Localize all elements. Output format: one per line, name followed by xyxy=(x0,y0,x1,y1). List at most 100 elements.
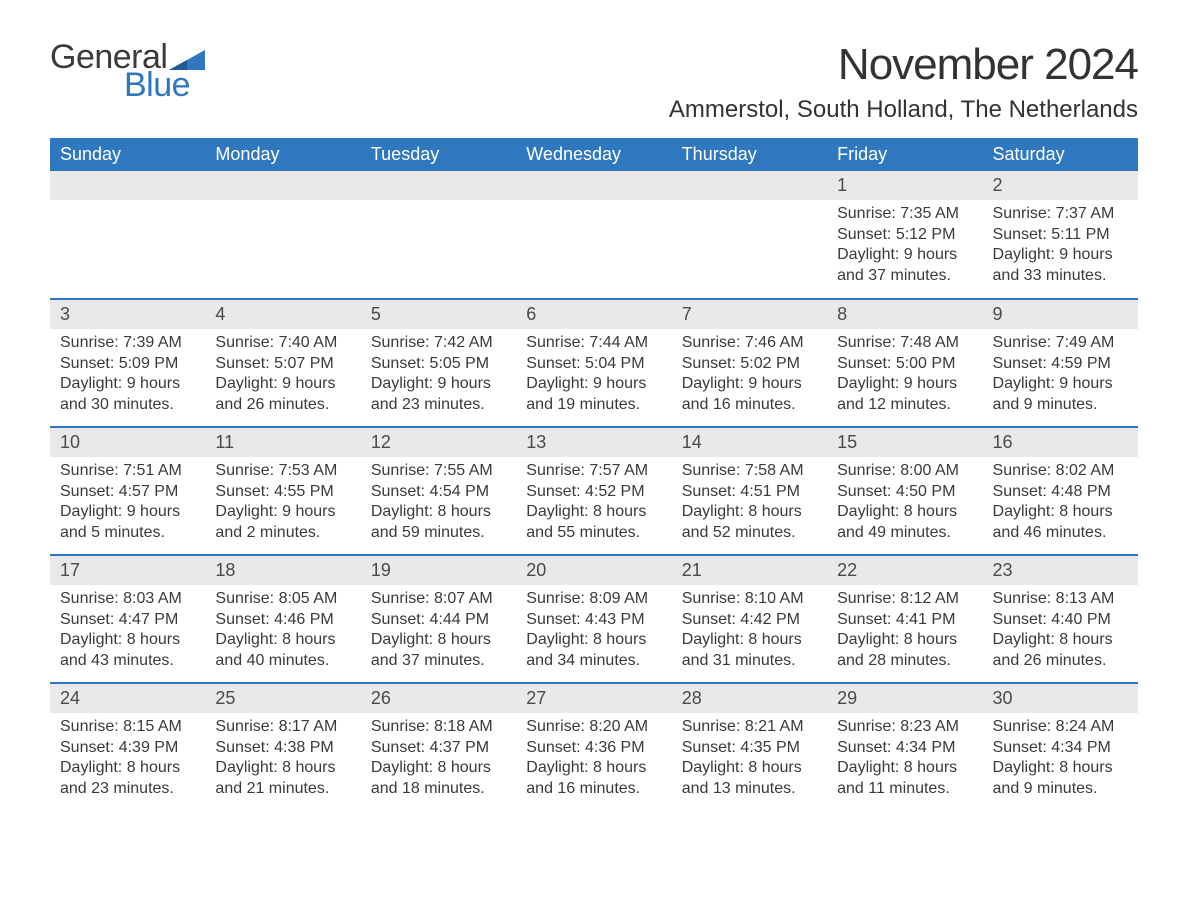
day-details: Sunrise: 8:13 AMSunset: 4:40 PMDaylight:… xyxy=(993,585,1128,671)
day-details: Sunrise: 8:20 AMSunset: 4:36 PMDaylight:… xyxy=(526,713,661,799)
day-details: Sunrise: 7:37 AMSunset: 5:11 PMDaylight:… xyxy=(993,200,1128,286)
day-number xyxy=(672,171,827,200)
calendar-cell: 29Sunrise: 8:23 AMSunset: 4:34 PMDayligh… xyxy=(827,683,982,811)
calendar-week-row: 10Sunrise: 7:51 AMSunset: 4:57 PMDayligh… xyxy=(50,427,1138,555)
day-details: Sunrise: 8:21 AMSunset: 4:35 PMDaylight:… xyxy=(682,713,817,799)
calendar-page: General Blue November 2024 Ammerstol, So… xyxy=(0,0,1188,851)
calendar-cell: 26Sunrise: 8:18 AMSunset: 4:37 PMDayligh… xyxy=(361,683,516,811)
calendar-cell: 23Sunrise: 8:13 AMSunset: 4:40 PMDayligh… xyxy=(983,555,1138,683)
calendar-cell: 27Sunrise: 8:20 AMSunset: 4:36 PMDayligh… xyxy=(516,683,671,811)
day-details: Sunrise: 8:15 AMSunset: 4:39 PMDaylight:… xyxy=(60,713,195,799)
calendar-cell: 30Sunrise: 8:24 AMSunset: 4:34 PMDayligh… xyxy=(983,683,1138,811)
title-block: November 2024 Ammerstol, South Holland, … xyxy=(669,40,1138,124)
calendar-cell xyxy=(516,171,671,299)
calendar-cell: 24Sunrise: 8:15 AMSunset: 4:39 PMDayligh… xyxy=(50,683,205,811)
calendar-cell xyxy=(672,171,827,299)
calendar-cell: 14Sunrise: 7:58 AMSunset: 4:51 PMDayligh… xyxy=(672,427,827,555)
calendar-cell: 8Sunrise: 7:48 AMSunset: 5:00 PMDaylight… xyxy=(827,299,982,427)
day-details: Sunrise: 7:42 AMSunset: 5:05 PMDaylight:… xyxy=(371,329,506,415)
day-number: 10 xyxy=(50,428,205,457)
calendar-cell: 11Sunrise: 7:53 AMSunset: 4:55 PMDayligh… xyxy=(205,427,360,555)
day-number: 7 xyxy=(672,300,827,329)
day-details: Sunrise: 7:46 AMSunset: 5:02 PMDaylight:… xyxy=(682,329,817,415)
day-details: Sunrise: 7:48 AMSunset: 5:00 PMDaylight:… xyxy=(837,329,972,415)
weekday-header: Thursday xyxy=(672,138,827,171)
calendar-week-row: 1Sunrise: 7:35 AMSunset: 5:12 PMDaylight… xyxy=(50,171,1138,299)
day-details: Sunrise: 8:02 AMSunset: 4:48 PMDaylight:… xyxy=(993,457,1128,543)
weekday-header: Monday xyxy=(205,138,360,171)
day-number: 20 xyxy=(516,556,671,585)
calendar-week-row: 17Sunrise: 8:03 AMSunset: 4:47 PMDayligh… xyxy=(50,555,1138,683)
day-number: 4 xyxy=(205,300,360,329)
day-number: 26 xyxy=(361,684,516,713)
day-number: 28 xyxy=(672,684,827,713)
day-number: 8 xyxy=(827,300,982,329)
day-details: Sunrise: 8:05 AMSunset: 4:46 PMDaylight:… xyxy=(215,585,350,671)
day-number: 6 xyxy=(516,300,671,329)
calendar-cell: 7Sunrise: 7:46 AMSunset: 5:02 PMDaylight… xyxy=(672,299,827,427)
day-details: Sunrise: 7:55 AMSunset: 4:54 PMDaylight:… xyxy=(371,457,506,543)
day-details: Sunrise: 8:03 AMSunset: 4:47 PMDaylight:… xyxy=(60,585,195,671)
day-number: 13 xyxy=(516,428,671,457)
calendar-cell: 5Sunrise: 7:42 AMSunset: 5:05 PMDaylight… xyxy=(361,299,516,427)
day-details: Sunrise: 8:09 AMSunset: 4:43 PMDaylight:… xyxy=(526,585,661,671)
calendar-cell: 2Sunrise: 7:37 AMSunset: 5:11 PMDaylight… xyxy=(983,171,1138,299)
calendar-week-row: 24Sunrise: 8:15 AMSunset: 4:39 PMDayligh… xyxy=(50,683,1138,811)
day-number: 2 xyxy=(983,171,1138,200)
calendar-table: SundayMondayTuesdayWednesdayThursdayFrid… xyxy=(50,138,1138,811)
day-details: Sunrise: 7:53 AMSunset: 4:55 PMDaylight:… xyxy=(215,457,350,543)
day-details: Sunrise: 8:17 AMSunset: 4:38 PMDaylight:… xyxy=(215,713,350,799)
day-number: 12 xyxy=(361,428,516,457)
day-number: 24 xyxy=(50,684,205,713)
day-details: Sunrise: 8:00 AMSunset: 4:50 PMDaylight:… xyxy=(837,457,972,543)
day-number: 14 xyxy=(672,428,827,457)
calendar-cell: 10Sunrise: 7:51 AMSunset: 4:57 PMDayligh… xyxy=(50,427,205,555)
calendar-cell xyxy=(205,171,360,299)
header: General Blue November 2024 Ammerstol, So… xyxy=(50,40,1138,124)
day-number: 25 xyxy=(205,684,360,713)
day-number xyxy=(361,171,516,200)
weekday-header-row: SundayMondayTuesdayWednesdayThursdayFrid… xyxy=(50,138,1138,171)
day-number xyxy=(516,171,671,200)
day-details: Sunrise: 7:57 AMSunset: 4:52 PMDaylight:… xyxy=(526,457,661,543)
calendar-cell: 13Sunrise: 7:57 AMSunset: 4:52 PMDayligh… xyxy=(516,427,671,555)
calendar-cell: 12Sunrise: 7:55 AMSunset: 4:54 PMDayligh… xyxy=(361,427,516,555)
day-details: Sunrise: 7:51 AMSunset: 4:57 PMDaylight:… xyxy=(60,457,195,543)
day-number: 9 xyxy=(983,300,1138,329)
calendar-cell: 28Sunrise: 8:21 AMSunset: 4:35 PMDayligh… xyxy=(672,683,827,811)
day-number: 18 xyxy=(205,556,360,585)
weekday-header: Saturday xyxy=(983,138,1138,171)
day-number: 17 xyxy=(50,556,205,585)
day-number xyxy=(50,171,205,200)
month-title: November 2024 xyxy=(669,40,1138,90)
calendar-cell: 22Sunrise: 8:12 AMSunset: 4:41 PMDayligh… xyxy=(827,555,982,683)
calendar-cell: 3Sunrise: 7:39 AMSunset: 5:09 PMDaylight… xyxy=(50,299,205,427)
location: Ammerstol, South Holland, The Netherland… xyxy=(669,96,1138,124)
calendar-cell: 25Sunrise: 8:17 AMSunset: 4:38 PMDayligh… xyxy=(205,683,360,811)
day-number: 21 xyxy=(672,556,827,585)
weekday-header: Wednesday xyxy=(516,138,671,171)
day-details: Sunrise: 8:12 AMSunset: 4:41 PMDaylight:… xyxy=(837,585,972,671)
day-details: Sunrise: 8:18 AMSunset: 4:37 PMDaylight:… xyxy=(371,713,506,799)
calendar-cell: 17Sunrise: 8:03 AMSunset: 4:47 PMDayligh… xyxy=(50,555,205,683)
day-details: Sunrise: 7:40 AMSunset: 5:07 PMDaylight:… xyxy=(215,329,350,415)
day-details: Sunrise: 8:07 AMSunset: 4:44 PMDaylight:… xyxy=(371,585,506,671)
calendar-cell xyxy=(50,171,205,299)
day-details: Sunrise: 8:23 AMSunset: 4:34 PMDaylight:… xyxy=(837,713,972,799)
calendar-cell: 9Sunrise: 7:49 AMSunset: 4:59 PMDaylight… xyxy=(983,299,1138,427)
weekday-header: Friday xyxy=(827,138,982,171)
day-number: 27 xyxy=(516,684,671,713)
calendar-cell xyxy=(361,171,516,299)
day-details: Sunrise: 7:39 AMSunset: 5:09 PMDaylight:… xyxy=(60,329,195,415)
day-number: 29 xyxy=(827,684,982,713)
calendar-cell: 4Sunrise: 7:40 AMSunset: 5:07 PMDaylight… xyxy=(205,299,360,427)
day-number: 23 xyxy=(983,556,1138,585)
day-number: 3 xyxy=(50,300,205,329)
day-details: Sunrise: 7:44 AMSunset: 5:04 PMDaylight:… xyxy=(526,329,661,415)
day-number: 15 xyxy=(827,428,982,457)
calendar-cell: 6Sunrise: 7:44 AMSunset: 5:04 PMDaylight… xyxy=(516,299,671,427)
day-number: 5 xyxy=(361,300,516,329)
calendar-cell: 19Sunrise: 8:07 AMSunset: 4:44 PMDayligh… xyxy=(361,555,516,683)
calendar-cell: 20Sunrise: 8:09 AMSunset: 4:43 PMDayligh… xyxy=(516,555,671,683)
day-number: 16 xyxy=(983,428,1138,457)
